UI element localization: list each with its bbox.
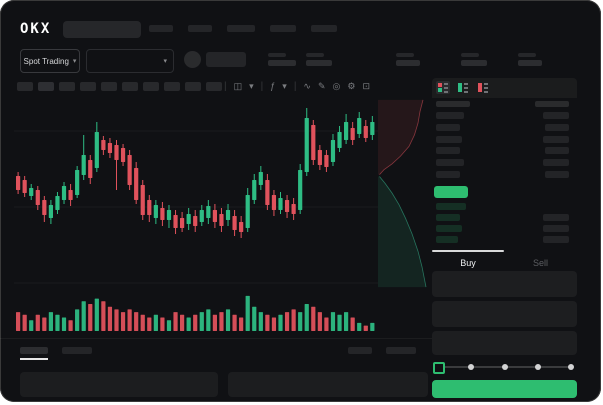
nav-item-placeholder[interactable] xyxy=(311,25,337,32)
bottom-panel xyxy=(228,372,428,397)
orderbook-ask-row[interactable] xyxy=(432,171,577,179)
draw-icon[interactable]: ✎ xyxy=(317,81,326,91)
stat-value-placeholder xyxy=(306,60,332,66)
pair-selector-dropdown[interactable]: ▾ xyxy=(86,49,174,73)
interval-button[interactable] xyxy=(143,82,159,91)
interval-button[interactable] xyxy=(164,82,180,91)
tab-buy[interactable]: Buy xyxy=(460,258,476,268)
chevron-down-icon: ▾ xyxy=(163,57,167,65)
orderbook-col-header-price xyxy=(436,101,470,107)
orderbook-ask-row[interactable] xyxy=(432,123,577,132)
slider-tick[interactable] xyxy=(534,364,541,370)
chart-gridlines xyxy=(14,130,378,284)
stat-label-placeholder xyxy=(518,53,536,57)
price-input[interactable] xyxy=(432,271,577,297)
nav-item-placeholder[interactable] xyxy=(149,25,173,32)
stat-value-placeholder xyxy=(461,60,487,66)
stat-label-placeholder xyxy=(461,53,479,57)
bottom-bar-control[interactable] xyxy=(348,347,372,354)
divider: | xyxy=(260,81,264,92)
tab-sell[interactable]: Sell xyxy=(532,258,548,268)
interval-button[interactable] xyxy=(59,82,75,91)
orderbook-ask-row[interactable] xyxy=(432,159,577,167)
orderbook-ask-row[interactable] xyxy=(432,135,577,144)
chevron-down-icon[interactable]: ▾ xyxy=(249,81,254,91)
coin-avatar xyxy=(184,51,201,68)
orderbook-col-header-amount xyxy=(535,101,569,107)
orderbook-header xyxy=(432,78,577,98)
orderbook-bid-row[interactable] xyxy=(432,225,577,233)
stat-value-placeholder xyxy=(518,60,542,66)
interval-button[interactable] xyxy=(80,82,96,91)
line-tool-icon[interactable]: ∿ xyxy=(303,81,311,91)
divider: | xyxy=(293,81,297,92)
amount-slider[interactable] xyxy=(433,362,574,374)
stat-value-placeholder xyxy=(396,60,420,66)
book-combined-icon[interactable] xyxy=(436,81,450,94)
total-input[interactable] xyxy=(432,331,577,355)
candle-type-icon[interactable]: ◫ xyxy=(233,81,243,91)
candles-group xyxy=(16,108,375,238)
interval-buttons xyxy=(17,82,222,91)
divider: | xyxy=(224,81,227,92)
stat-label-placeholder xyxy=(268,53,286,57)
orderbook-bid-row[interactable] xyxy=(432,203,577,211)
orderbook-last-price[interactable] xyxy=(434,186,468,198)
pair-name-placeholder xyxy=(206,52,246,67)
orderbook-ask-row[interactable] xyxy=(432,112,577,120)
amount-input[interactable] xyxy=(432,301,577,327)
nav-item-placeholder[interactable] xyxy=(270,25,296,32)
stat-value-placeholder xyxy=(268,60,296,66)
stat-label-placeholder xyxy=(306,53,324,57)
chart-tool-icons: | ◫ ▾ | ƒ ▾ | ∿ ✎ ◎ ⚙ ⊡ xyxy=(224,81,370,92)
search-input[interactable] xyxy=(63,21,141,38)
orderbook-bid-row[interactable] xyxy=(432,214,577,222)
slider-tick[interactable] xyxy=(468,364,475,370)
orderbook-ask-row[interactable] xyxy=(432,147,577,155)
depth-chart xyxy=(378,99,427,288)
interval-button[interactable] xyxy=(101,82,117,91)
screenshot-icon[interactable]: ◎ xyxy=(332,81,341,91)
interval-button[interactable] xyxy=(185,82,201,91)
divider xyxy=(0,338,432,339)
bottom-panel xyxy=(20,372,218,397)
interval-button[interactable] xyxy=(17,82,33,91)
top-nav xyxy=(149,25,337,32)
stat-label-placeholder xyxy=(396,53,414,57)
bottom-tab-active[interactable] xyxy=(20,347,48,354)
chevron-down-icon: ▾ xyxy=(72,57,77,65)
slider-tick[interactable] xyxy=(568,364,574,370)
nav-item-placeholder[interactable] xyxy=(188,25,212,32)
indicators-icon[interactable]: ƒ xyxy=(270,81,276,91)
okx-logo[interactable]: OKX xyxy=(20,21,52,37)
fullscreen-icon[interactable]: ⊡ xyxy=(362,81,370,91)
interval-button[interactable] xyxy=(122,82,138,91)
orderbook-bid-row[interactable] xyxy=(432,236,577,244)
book-bids-icon[interactable] xyxy=(456,81,470,94)
market-type-dropdown[interactable]: Spot Trading ▾ xyxy=(20,49,80,73)
buy-submit-button[interactable] xyxy=(432,380,577,398)
bottom-bar-control[interactable] xyxy=(386,347,416,354)
buy-tab-indicator xyxy=(432,250,504,252)
settings-icon[interactable]: ⚙ xyxy=(347,81,356,91)
interval-button[interactable] xyxy=(206,82,222,91)
book-asks-icon[interactable] xyxy=(476,81,490,94)
bottom-tab-indicator xyxy=(20,358,48,360)
chevron-down-icon[interactable]: ▾ xyxy=(282,81,287,91)
slider-handle[interactable] xyxy=(433,362,445,374)
bottom-tab[interactable] xyxy=(62,347,92,354)
slider-tick[interactable] xyxy=(501,364,508,370)
market-type-label: Spot Trading xyxy=(23,56,69,66)
nav-item-placeholder[interactable] xyxy=(227,25,255,32)
volume-bars xyxy=(16,295,375,331)
interval-button[interactable] xyxy=(38,82,54,91)
